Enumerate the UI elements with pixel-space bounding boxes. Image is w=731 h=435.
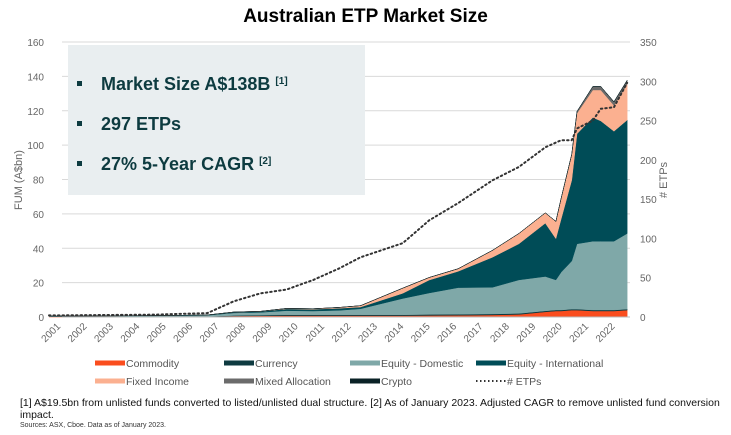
x-tick-label: 2022	[594, 321, 618, 345]
y-tick-label: 20	[33, 279, 45, 290]
callout-footnote-ref: [1]	[275, 76, 287, 87]
legend-label: Crypto	[381, 376, 412, 388]
x-tick-label: 2007	[198, 321, 222, 345]
y2-tick-label: 0	[640, 313, 646, 324]
y2-tick-label: 250	[640, 117, 657, 128]
y2-tick-label: 300	[640, 77, 657, 88]
x-tick-label: 2016	[436, 321, 460, 345]
x-tick-label: 2015	[409, 321, 433, 345]
x-tick-label: 2002	[66, 321, 90, 345]
legend-label: # ETPs	[507, 376, 541, 388]
legend-swatch	[350, 360, 380, 366]
x-tick-label: 2019	[515, 321, 539, 345]
legend-swatch	[476, 360, 506, 366]
x-tick-label: 2003	[92, 321, 116, 345]
callout-text: 27% 5-Year CAGR	[101, 154, 254, 174]
x-tick-label: 2013	[356, 321, 380, 345]
legend-swatch	[95, 378, 125, 384]
y-tick-label: 40	[33, 244, 45, 255]
x-tick-label: 2009	[251, 321, 275, 345]
y2-tick-label: 350	[640, 38, 657, 49]
area-crypto	[48, 79, 628, 317]
x-tick-label: 2010	[277, 321, 301, 345]
bullet-icon	[77, 81, 82, 86]
x-tick-label: 2005	[145, 321, 169, 345]
legend-label: Mixed Allocation	[255, 376, 331, 388]
etp-count-line	[48, 81, 629, 317]
y-tick-label: 140	[27, 72, 44, 83]
x-tick-label: 2004	[119, 321, 143, 345]
x-tick-label: 2011	[304, 321, 327, 344]
x-tick-label: 2006	[172, 321, 196, 345]
legend-label: Equity - Domestic	[381, 358, 463, 370]
legend-swatch	[224, 378, 254, 384]
legend-swatch	[350, 378, 380, 384]
chart-title: Australian ETP Market Size	[243, 6, 488, 27]
y-tick-label: 120	[27, 107, 44, 118]
y-tick-label: 100	[27, 141, 44, 152]
y2-tick-label: 200	[640, 156, 657, 167]
y2-tick-label: 50	[640, 274, 652, 285]
x-tick-label: 2020	[541, 321, 565, 345]
x-tick-label: 2017	[462, 321, 486, 345]
y2-axis-label: # ETPs	[658, 161, 670, 198]
legend-label: Fixed Income	[126, 376, 189, 388]
bullet-icon	[77, 161, 82, 166]
y-tick-label: 80	[33, 176, 45, 187]
y2-tick-label: 100	[640, 234, 657, 245]
legend-swatch	[95, 360, 125, 366]
legend-label: Currency	[255, 358, 298, 370]
y2-tick-label: 150	[640, 195, 657, 206]
x-tick-label: 2021	[568, 321, 592, 345]
footnote: [1] A$19.5bn from unlisted funds convert…	[20, 397, 720, 421]
y-tick-label: 60	[33, 210, 45, 221]
y-axis-label: FUM (A$bn)	[13, 150, 25, 210]
legend-label: Equity - International	[507, 358, 603, 370]
callout-text: 297 ETPs	[101, 114, 181, 134]
x-tick-label: 2008	[224, 321, 248, 345]
x-tick-label: 2014	[383, 321, 407, 345]
x-tick-label: 2001	[40, 321, 64, 345]
x-tick-label: 2018	[488, 321, 512, 345]
callout-footnote-ref: [2]	[259, 156, 271, 167]
bullet-icon	[77, 121, 82, 126]
x-tick-label: 2012	[330, 321, 354, 345]
y-tick-label: 160	[27, 38, 44, 49]
legend-label: Commodity	[126, 358, 180, 370]
sources-note: Sources: ASX, Cboe. Data as of January 2…	[20, 422, 166, 429]
legend-swatch	[224, 360, 254, 366]
callout-text: Market Size A$138B	[101, 74, 270, 94]
y-tick-label: 0	[38, 313, 44, 324]
callout-box	[68, 45, 365, 195]
